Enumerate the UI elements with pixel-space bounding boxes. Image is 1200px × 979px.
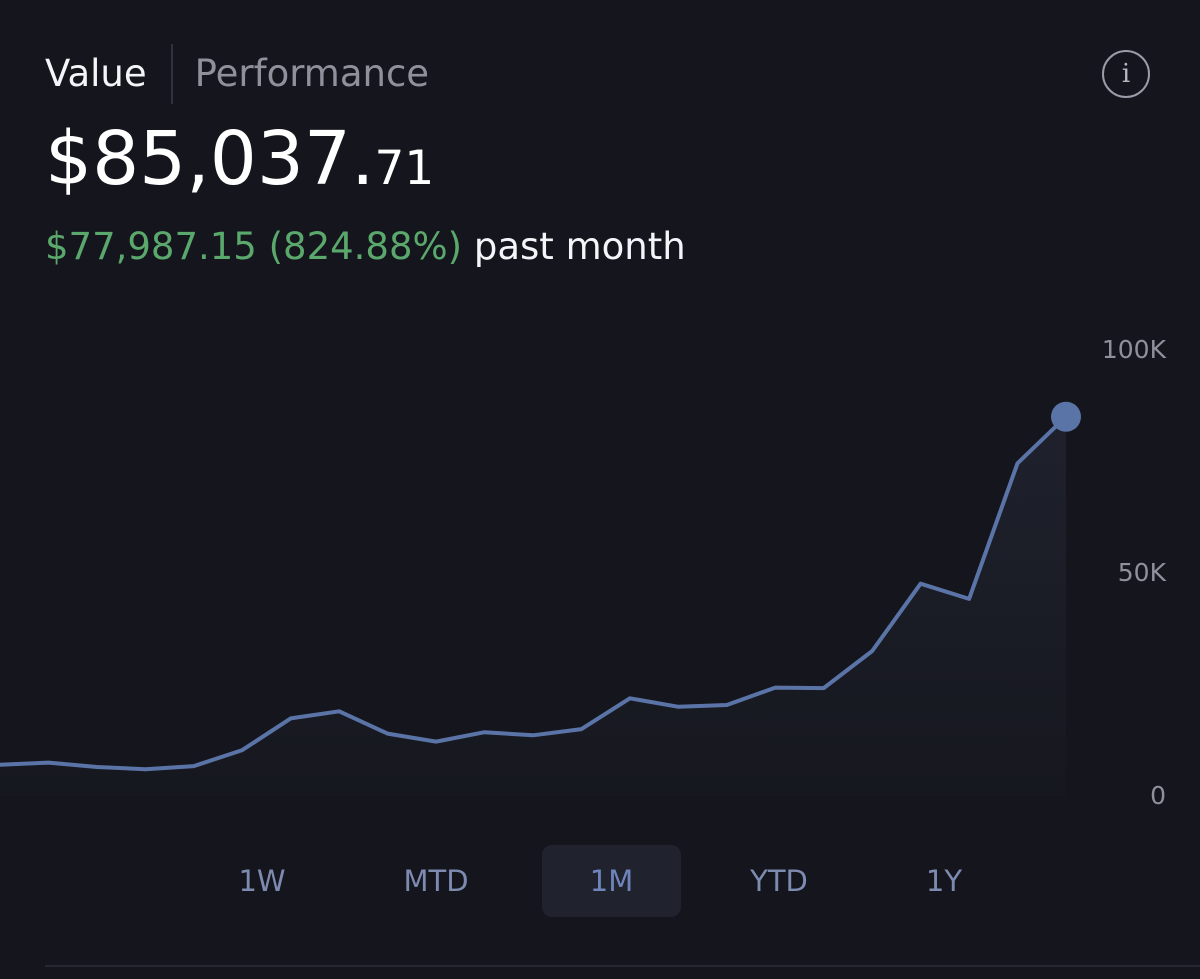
info-button[interactable]: i (1102, 50, 1150, 98)
range-button-1m[interactable]: 1M (542, 845, 681, 917)
bottom-divider (45, 965, 1200, 967)
info-icon: i (1121, 59, 1131, 89)
chart-area-fill (0, 416, 1066, 796)
tab-value[interactable]: Value (45, 52, 147, 95)
range-button-ytd[interactable]: YTD (750, 864, 808, 898)
y-tick-label-0: 0 (1150, 781, 1166, 810)
tab-performance[interactable]: Performance (194, 52, 430, 95)
value-performance-tabs: Value Performance (45, 44, 429, 104)
current-value-marker[interactable] (1051, 401, 1081, 432)
range-button-mtd[interactable]: MTD (403, 864, 469, 898)
tab-divider (170, 44, 173, 104)
value-change: $77,987.15 (824.88%) past month (45, 222, 686, 272)
range-button-1w[interactable]: 1W (238, 864, 286, 898)
value-change-period: past month (462, 225, 686, 268)
time-range-selector: 1W MTD 1M YTD 1Y (0, 845, 1200, 917)
y-tick-label-100k: 100K (1101, 335, 1166, 364)
value-change-amount: $77,987.15 (824.88%) (45, 225, 463, 268)
range-button-1y[interactable]: 1Y (925, 864, 963, 898)
portfolio-value: $85,037. 71 (45, 114, 434, 204)
value-series-line (0, 414, 1068, 772)
portfolio-value-cents: 71 (374, 141, 435, 196)
y-tick-label-50k: 50K (1117, 558, 1166, 587)
portfolio-value-dollars: $85,037. (45, 116, 375, 202)
portfolio-value-chart (0, 401, 1081, 796)
